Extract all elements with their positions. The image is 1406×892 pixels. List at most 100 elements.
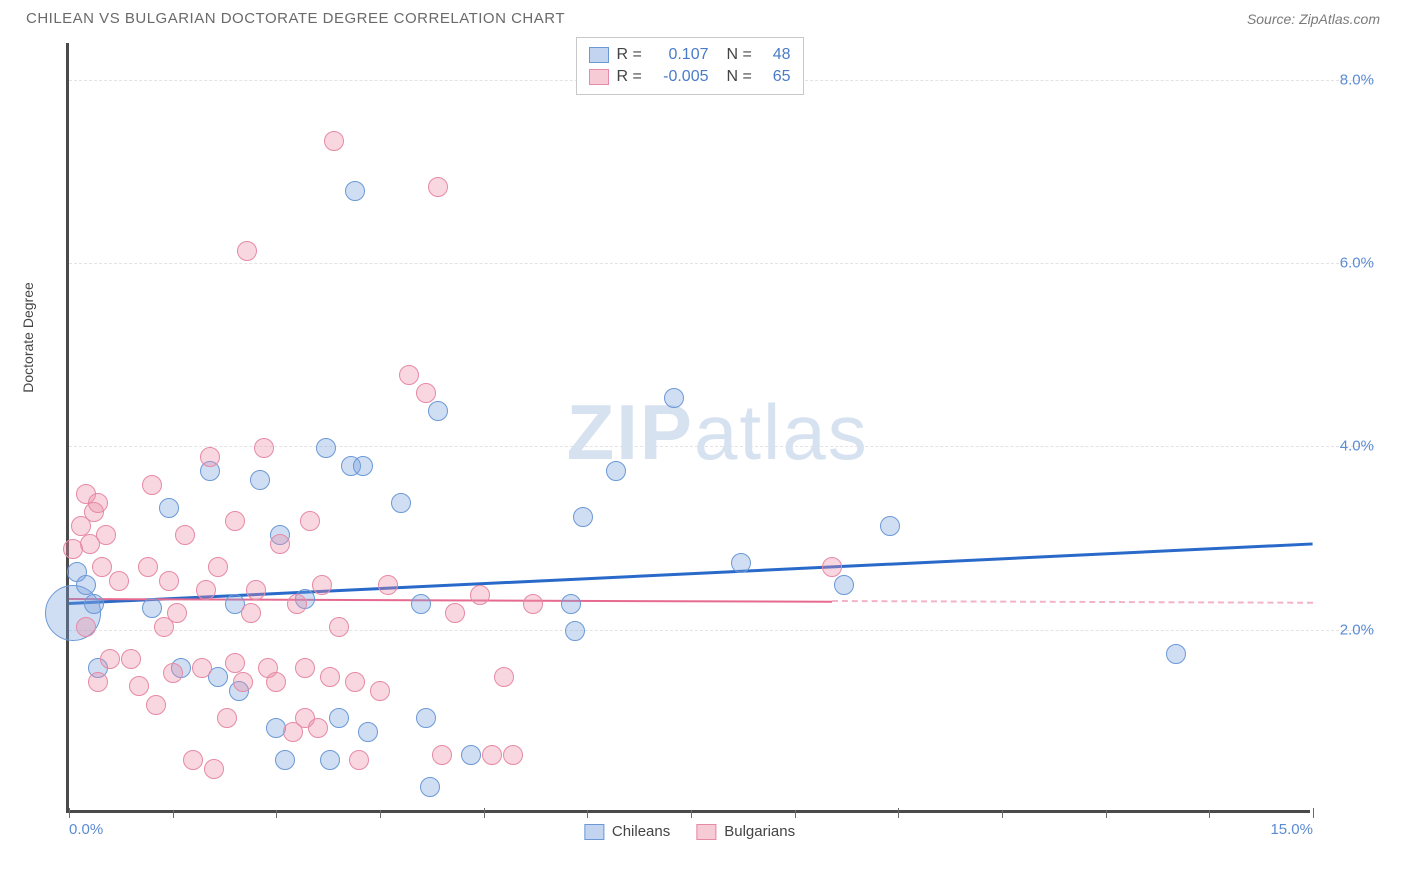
data-point: [300, 511, 320, 531]
correlation-legend: R = 0.107 N = 48R =-0.005N =65: [576, 37, 804, 95]
x-tick-label: 15.0%: [1270, 821, 1313, 838]
data-point: [287, 594, 307, 614]
data-point: [428, 401, 448, 421]
x-minor-tick: [1002, 810, 1003, 818]
data-point: [308, 718, 328, 738]
data-point: [345, 181, 365, 201]
plot-area: 2.0%4.0%6.0%8.0%ZIPatlas0.0%15.0%R =0.10…: [66, 43, 1310, 813]
legend-r-value: -0.005: [653, 66, 709, 88]
data-point: [411, 594, 431, 614]
x-minor-tick: [276, 810, 277, 818]
data-point: [270, 534, 290, 554]
data-point: [250, 470, 270, 490]
legend-n-value: 65: [763, 66, 791, 88]
data-point: [391, 493, 411, 513]
legend-swatch: [589, 47, 609, 63]
data-point: [163, 663, 183, 683]
legend-swatch: [696, 824, 716, 840]
legend-swatch: [589, 69, 609, 85]
data-point: [312, 575, 332, 595]
data-point: [241, 603, 261, 623]
legend-n-label: N =: [727, 44, 755, 66]
data-point: [416, 383, 436, 403]
bulgarian-trend-ext: [832, 600, 1313, 604]
data-point: [345, 672, 365, 692]
legend-label: Chileans: [612, 823, 670, 840]
bulgarian-trend: [69, 598, 832, 603]
data-point: [237, 241, 257, 261]
data-point: [358, 722, 378, 742]
legend-item: Chileans: [584, 823, 670, 840]
data-point: [254, 438, 274, 458]
legend-label: Bulgarians: [724, 823, 795, 840]
data-point: [606, 461, 626, 481]
legend-r-label: R =: [617, 44, 645, 66]
data-point: [146, 695, 166, 715]
data-point: [142, 475, 162, 495]
data-point: [880, 516, 900, 536]
data-point: [84, 594, 104, 614]
data-point: [494, 667, 514, 687]
data-point: [561, 594, 581, 614]
data-point: [731, 553, 751, 573]
legend-r-value: 0.107: [653, 44, 709, 66]
data-point: [204, 759, 224, 779]
data-point: [88, 493, 108, 513]
x-minor-tick: [587, 810, 588, 818]
data-point: [1166, 644, 1186, 664]
x-minor-tick: [1106, 810, 1107, 818]
data-point: [225, 653, 245, 673]
data-point: [138, 557, 158, 577]
data-point: [329, 708, 349, 728]
data-point: [349, 750, 369, 770]
data-point: [96, 525, 116, 545]
x-tick-label: 0.0%: [69, 821, 103, 838]
data-point: [192, 658, 212, 678]
data-point: [275, 750, 295, 770]
data-point: [142, 598, 162, 618]
data-point: [399, 365, 419, 385]
data-point: [121, 649, 141, 669]
data-point: [565, 621, 585, 641]
data-point: [200, 447, 220, 467]
x-tick: [484, 808, 485, 818]
data-point: [420, 777, 440, 797]
x-minor-tick: [173, 810, 174, 818]
data-point: [183, 750, 203, 770]
series-legend: Chileans Bulgarians: [584, 823, 795, 840]
data-point: [378, 575, 398, 595]
data-point: [225, 511, 245, 531]
legend-row: R =-0.005N =65: [589, 66, 791, 88]
data-point: [159, 498, 179, 518]
data-point: [664, 388, 684, 408]
data-point: [208, 557, 228, 577]
chart-header: CHILEAN VS BULGARIAN DOCTORATE DEGREE CO…: [0, 0, 1406, 33]
data-point: [196, 580, 216, 600]
data-point: [320, 667, 340, 687]
chart-title: CHILEAN VS BULGARIAN DOCTORATE DEGREE CO…: [26, 10, 565, 27]
data-point: [295, 658, 315, 678]
legend-row: R = 0.107 N = 48: [589, 44, 791, 66]
x-tick: [1313, 808, 1314, 818]
x-minor-tick: [1209, 810, 1210, 818]
data-point: [167, 603, 187, 623]
data-point: [316, 438, 336, 458]
data-point: [159, 571, 179, 591]
data-point: [129, 676, 149, 696]
y-tick-label: 2.0%: [1340, 621, 1374, 638]
data-point: [100, 649, 120, 669]
y-tick-label: 6.0%: [1340, 255, 1374, 272]
data-point: [329, 617, 349, 637]
x-minor-tick: [795, 810, 796, 818]
legend-swatch: [584, 824, 604, 840]
data-point: [822, 557, 842, 577]
legend-n-value: 48: [763, 44, 791, 66]
gridline: [69, 263, 1374, 264]
data-point: [523, 594, 543, 614]
x-tick: [69, 808, 70, 818]
data-point: [92, 557, 112, 577]
chart-container: Doctorate Degree 2.0%4.0%6.0%8.0%ZIPatla…: [26, 33, 1380, 863]
data-point: [353, 456, 373, 476]
data-point: [217, 708, 237, 728]
legend-item: Bulgarians: [696, 823, 795, 840]
